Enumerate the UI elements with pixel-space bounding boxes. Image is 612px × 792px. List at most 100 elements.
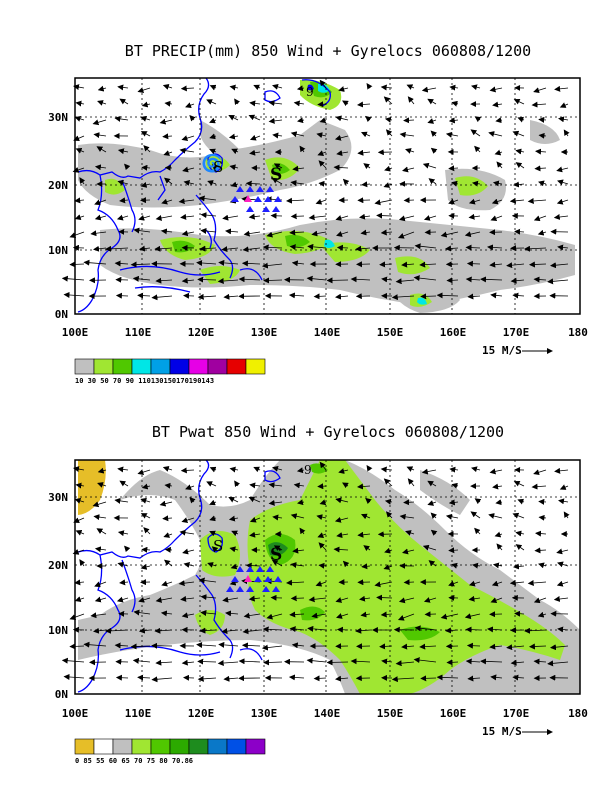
wind-vector <box>468 595 481 602</box>
wind-vector <box>468 580 481 587</box>
wind-vector <box>90 230 107 237</box>
wind-vector <box>143 145 151 153</box>
wind-vector <box>334 134 349 141</box>
wind-vector <box>117 148 129 155</box>
wind-vector <box>261 644 283 651</box>
wind-vector <box>229 466 239 473</box>
wind-vector <box>273 163 283 169</box>
wind-vector <box>414 625 437 632</box>
x-tick-label: 140E <box>314 707 341 720</box>
wind-vector <box>271 177 283 185</box>
wind-vector <box>335 115 349 122</box>
x-tick-label: 110E <box>125 326 152 339</box>
x-tick-label: 100E <box>62 326 89 339</box>
wind-vector <box>361 181 371 188</box>
wind-vector <box>326 659 349 666</box>
wind-vector <box>143 527 151 535</box>
wind-vector <box>225 228 239 235</box>
wind-vector <box>117 530 129 537</box>
colorbar-swatch <box>169 358 190 375</box>
y-tick-label: 20N <box>48 179 68 192</box>
wind-vector <box>140 115 151 122</box>
wind-vector <box>154 627 173 634</box>
wind-vector <box>335 675 349 682</box>
wind-vector <box>467 293 481 300</box>
pwat-wind-vectors <box>61 461 570 683</box>
wind-vector <box>182 548 195 555</box>
wind-vector <box>198 577 217 584</box>
wind-vector <box>361 563 371 570</box>
wind-vector <box>180 213 195 220</box>
wind-vector <box>299 145 306 153</box>
precip-coastlines <box>77 77 331 313</box>
wind-vector <box>162 515 173 522</box>
wind-vector <box>513 563 525 570</box>
wind-vector <box>199 627 217 634</box>
wind-vector <box>74 579 85 586</box>
wind-vector <box>464 613 481 620</box>
wind-vector <box>273 545 283 551</box>
colorbar-swatch <box>245 738 266 755</box>
precip-colorbar <box>74 358 266 375</box>
wind-vector <box>181 277 195 284</box>
wind-vector <box>245 180 261 187</box>
wind-vector <box>185 102 195 109</box>
wind-vector <box>138 627 151 634</box>
wind-vector <box>318 180 327 187</box>
wind-vector <box>430 147 438 154</box>
wind-vector <box>209 133 217 140</box>
wind-vector <box>290 561 305 568</box>
wind-vector <box>557 561 569 568</box>
wind-vector <box>383 478 393 487</box>
wind-vector <box>182 166 195 173</box>
wind-reference-label: 15 M/S <box>482 344 522 357</box>
wind-vector <box>79 177 86 185</box>
wind-vector <box>160 228 173 235</box>
wind-vector <box>448 499 459 506</box>
wind-vector <box>430 512 437 519</box>
colorbar-swatch <box>188 358 209 375</box>
wind-vector <box>94 214 107 221</box>
svg-text:S: S <box>270 165 282 185</box>
wind-vector <box>140 563 151 570</box>
wind-vector <box>225 610 239 617</box>
wind-vector <box>336 244 349 251</box>
wind-vector <box>231 530 239 537</box>
wind-vector <box>395 660 415 667</box>
wind-vector <box>319 461 327 471</box>
x-tick-label: 120E <box>188 326 215 339</box>
wind-vector <box>547 278 569 285</box>
wind-vector <box>528 643 547 650</box>
wind-vector <box>428 560 437 567</box>
wind-vector <box>336 532 349 538</box>
wind-vector <box>297 499 305 506</box>
wind-vector <box>524 627 547 634</box>
wind-vector <box>363 545 371 552</box>
precip-x-axis: 100E 110E 120E 130E 140E 150E 160E 170E … <box>62 326 588 339</box>
wind-vector <box>211 164 219 171</box>
wind-vector <box>217 660 239 667</box>
wind-vector <box>249 149 261 156</box>
pwat-wind-reference: 15 M/S <box>482 725 553 738</box>
wind-vector <box>492 562 503 569</box>
y-tick-label: 30N <box>48 111 68 124</box>
wind-vector <box>527 580 547 586</box>
x-tick-label: 170E <box>503 326 530 339</box>
wind-vector <box>366 464 373 472</box>
wind-vector <box>222 596 239 603</box>
wind-vector <box>513 481 525 487</box>
wind-vector <box>164 177 173 185</box>
wind-vector <box>296 467 305 474</box>
wind-vector <box>155 277 173 284</box>
svg-text:9: 9 <box>306 85 314 99</box>
svg-text:S: S <box>213 158 223 176</box>
wind-vector <box>557 626 569 633</box>
wind-vector <box>381 276 393 283</box>
wind-vector <box>114 115 129 122</box>
wind-vector <box>138 214 151 221</box>
colorbar-swatch <box>150 358 171 375</box>
wind-vector <box>161 580 173 587</box>
wind-vector <box>132 657 151 664</box>
x-tick-label: 140E <box>314 326 341 339</box>
gyre-center-marker <box>244 195 252 202</box>
